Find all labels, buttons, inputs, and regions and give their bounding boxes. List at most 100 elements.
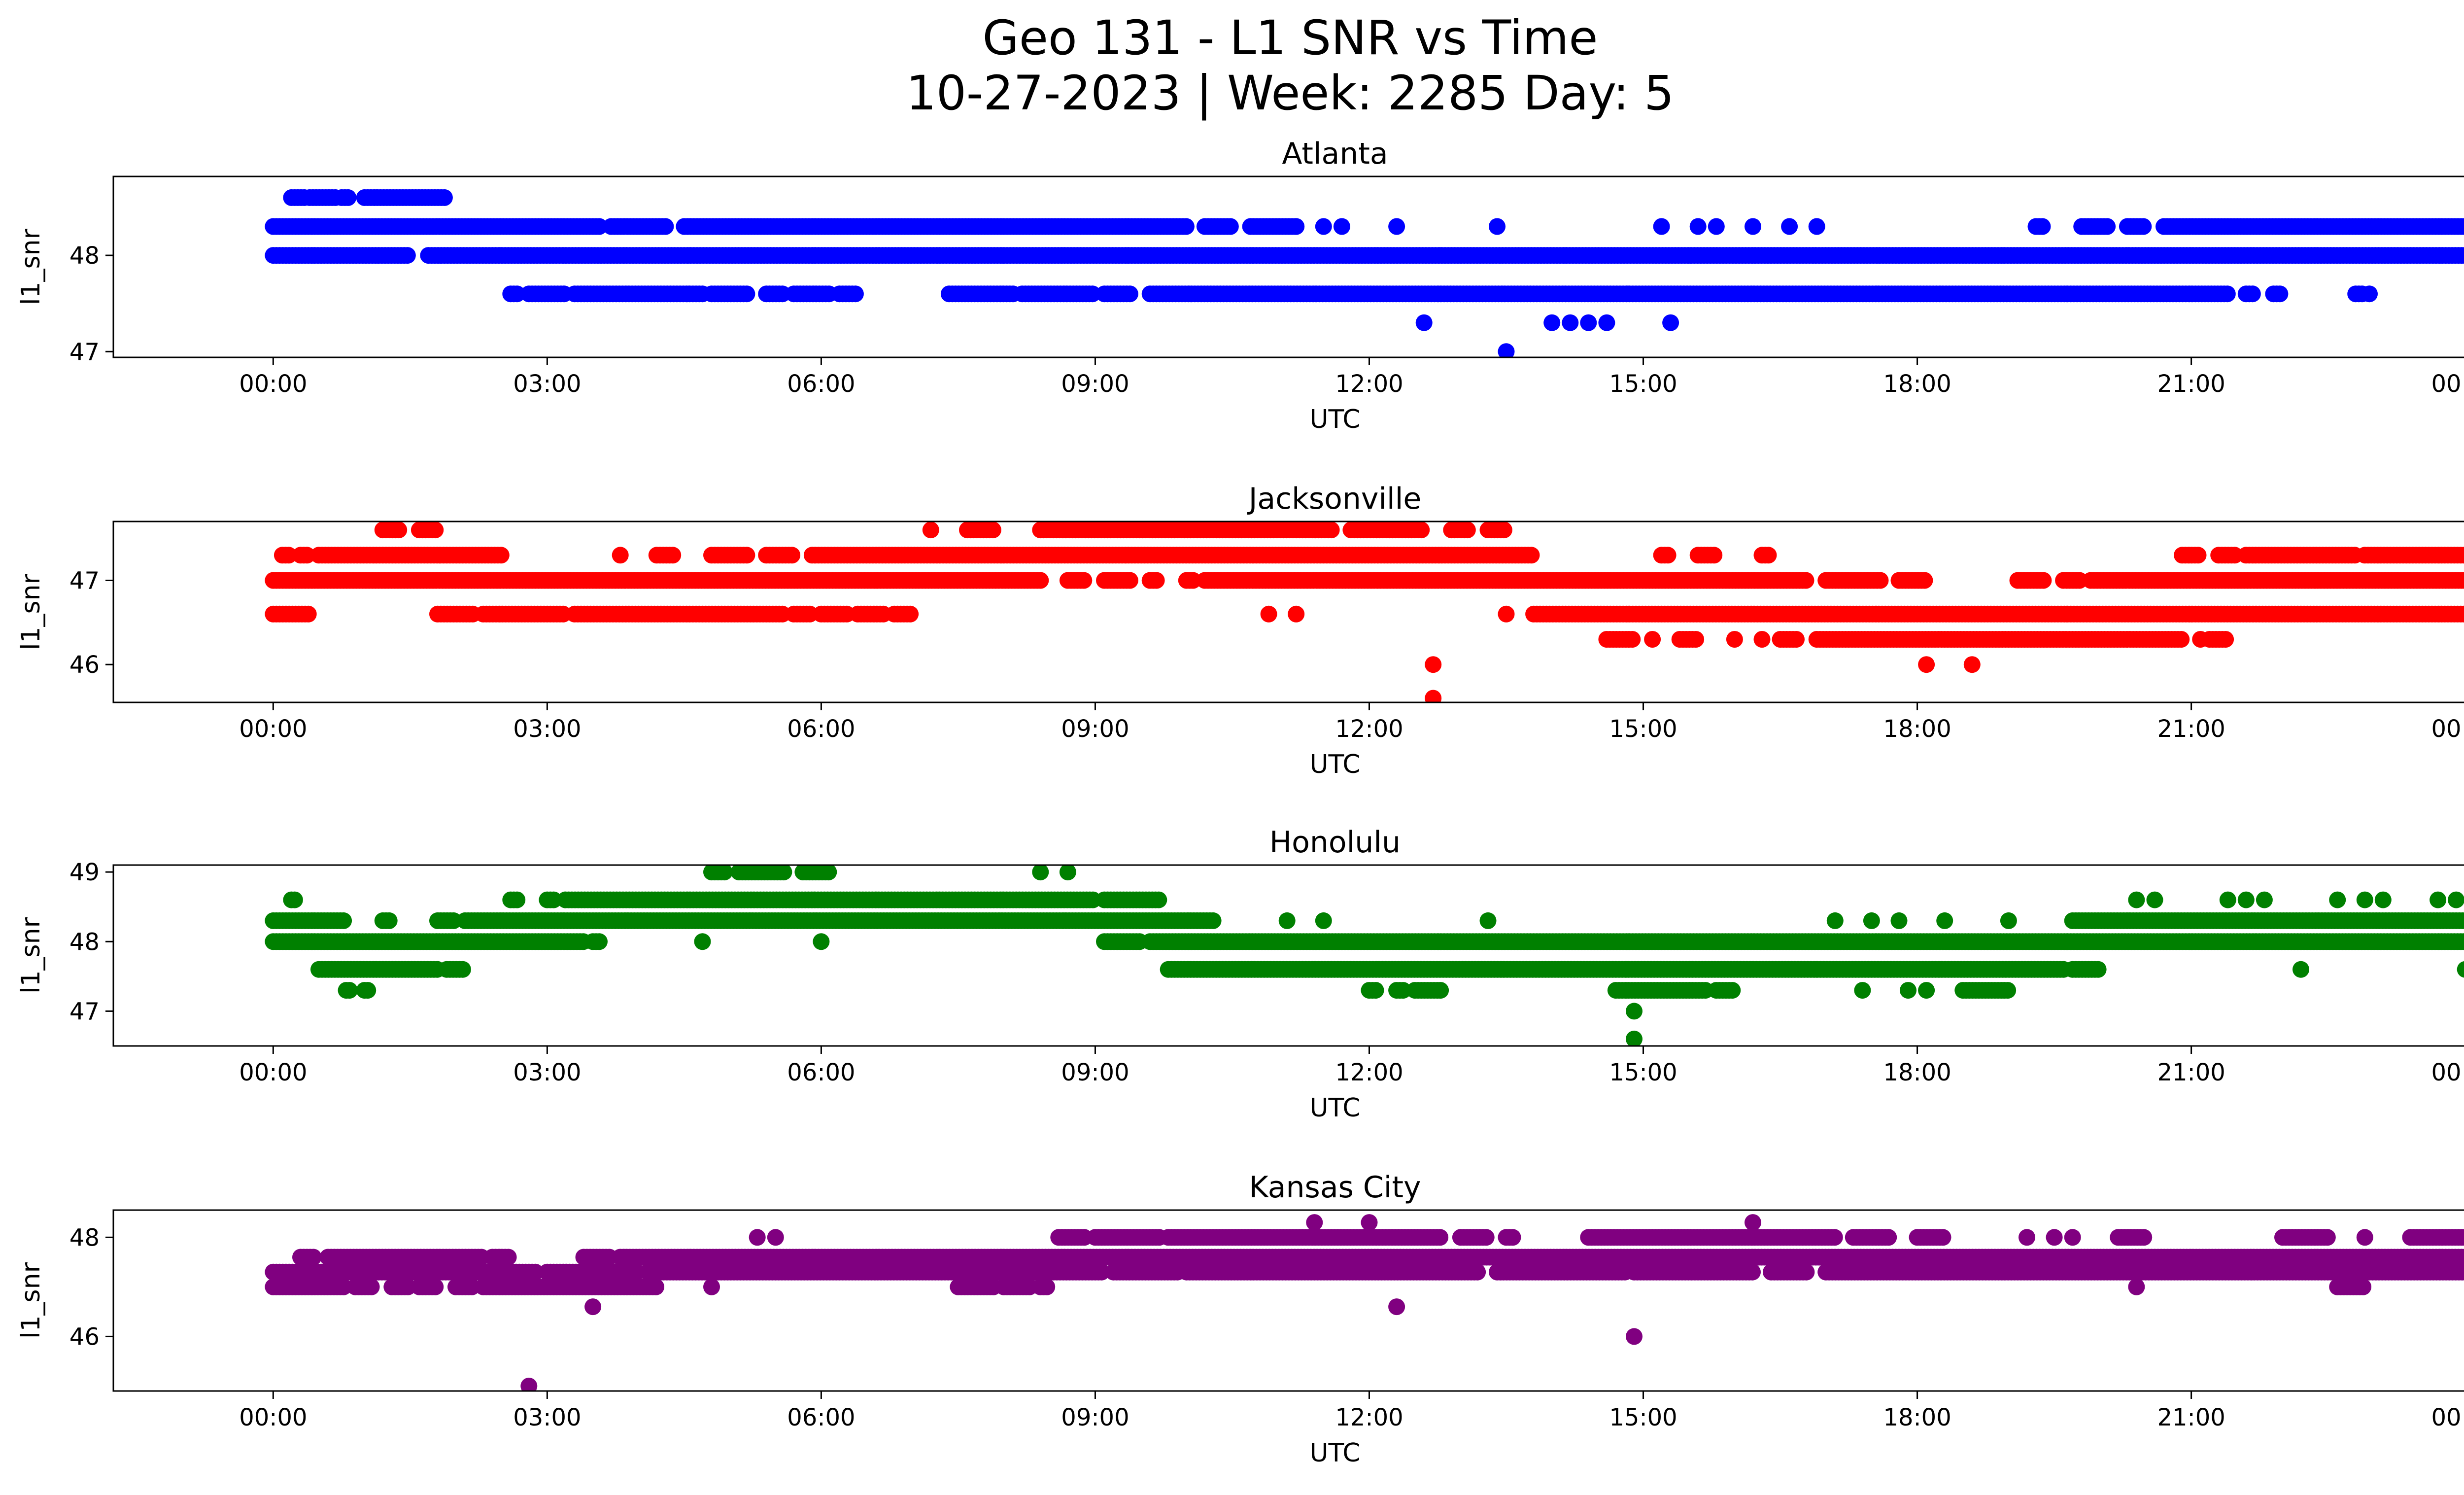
- data-point: [341, 982, 358, 999]
- data-point: [1726, 631, 1743, 648]
- data-point: [1333, 218, 1350, 235]
- data-point: [1075, 572, 1093, 589]
- data-point: [1788, 631, 1805, 648]
- x-tick-label: 06:00: [787, 715, 855, 743]
- x-tick-label: 12:00: [1335, 715, 1403, 743]
- data-point: [2190, 547, 2207, 564]
- data-point: [2034, 218, 2051, 235]
- data-point: [1204, 912, 1222, 929]
- x-axis-label: UTC: [1309, 405, 1360, 434]
- data-point: [454, 961, 471, 978]
- data-point: [738, 285, 755, 303]
- x-tick-label: 00:00: [2431, 715, 2464, 743]
- data-point: [591, 933, 608, 950]
- data-point: [300, 605, 317, 623]
- data-points: [265, 189, 2464, 357]
- data-point: [1644, 631, 1661, 648]
- data-point: [390, 522, 408, 539]
- data-point: [492, 547, 510, 564]
- data-point: [2456, 572, 2464, 589]
- data-point: [340, 189, 357, 206]
- data-point: [2455, 933, 2464, 950]
- subplot-title: Jacksonville: [1247, 482, 1422, 516]
- x-tick-label: 15:00: [1609, 715, 1677, 743]
- data-point: [984, 522, 1001, 539]
- plot-frame: [112, 521, 2464, 703]
- x-tick-label: 03:00: [513, 715, 581, 743]
- y-tick-label: 46: [69, 651, 100, 679]
- x-tick-label: 21:00: [2157, 715, 2225, 743]
- data-point: [2456, 218, 2464, 235]
- data-point: [1260, 605, 1277, 623]
- data-point: [286, 891, 303, 908]
- data-point: [545, 891, 562, 908]
- data-point: [1753, 631, 1771, 648]
- x-tick-label: 18:00: [1883, 370, 1951, 398]
- data-point: [427, 522, 444, 539]
- data-point: [1288, 605, 1305, 623]
- x-tick-label: 18:00: [1883, 715, 1951, 743]
- data-point: [1781, 218, 1798, 235]
- y-axis-label: l1_snr: [16, 573, 46, 650]
- data-point: [1523, 547, 1540, 564]
- data-point: [847, 285, 864, 303]
- data-point: [1624, 631, 1641, 648]
- plot-frame: [112, 175, 2464, 358]
- data-point: [1395, 982, 1412, 999]
- data-point: [399, 247, 416, 264]
- data-point: [657, 218, 674, 235]
- data-point: [664, 547, 682, 564]
- subplot-jacksonville: Jacksonville 00:00 03:00 06:00 09:00 12:00 15:…: [16, 482, 2464, 779]
- data-point: [1032, 572, 1049, 589]
- data-point: [2456, 247, 2464, 264]
- data-point: [902, 605, 919, 623]
- data-point: [1706, 547, 1723, 564]
- data-point: [1662, 314, 1679, 331]
- data-point: [436, 189, 453, 206]
- data-point: [1367, 982, 1384, 999]
- data-point: [1498, 605, 1515, 623]
- x-tick-label: 09:00: [1061, 370, 1129, 398]
- y-tick-label: 47: [69, 567, 100, 594]
- data-point: [2457, 606, 2464, 623]
- data-point: [1872, 572, 1889, 589]
- data-point: [509, 891, 526, 908]
- y-tick-label: 47: [69, 338, 100, 366]
- x-tick-label: 12:00: [1335, 370, 1403, 398]
- data-point: [922, 522, 939, 539]
- data-point: [2455, 547, 2464, 564]
- data-point: [1797, 572, 1814, 589]
- data-point: [1323, 522, 1340, 539]
- y-axis-label: l1_snr: [16, 228, 46, 305]
- data-point: [1808, 218, 1825, 235]
- subplot-title: Honolulu: [1269, 825, 1401, 860]
- data-point: [1177, 218, 1195, 235]
- data-point: [1148, 572, 1165, 589]
- data-point: [2219, 285, 2236, 303]
- data-point: [380, 912, 398, 929]
- data-point: [1415, 314, 1433, 331]
- data-point: [2217, 631, 2234, 648]
- x-tick-label: 09:00: [1061, 715, 1129, 743]
- data-points: [265, 865, 2464, 1046]
- data-point: [784, 547, 801, 564]
- data-point: [1084, 285, 1101, 303]
- x-tick-label: 15:00: [1609, 370, 1677, 398]
- data-point: [1184, 572, 1201, 589]
- data-point: [335, 912, 352, 929]
- data-point: [1708, 218, 1725, 235]
- data-point: [280, 547, 297, 564]
- data-point: [1315, 218, 1332, 235]
- data-point: [2135, 218, 2152, 235]
- x-tick-label: 21:00: [2157, 370, 2225, 398]
- data-point: [1760, 547, 1777, 564]
- figure-title-line2: 10-27-2023 | Week: 2285 Day: 5: [906, 66, 1675, 121]
- data-point: [591, 218, 608, 235]
- data-point: [1495, 522, 1512, 539]
- data-point: [1121, 285, 1138, 303]
- subplots: Atlanta 00:00 03:00 06:00 09:00 12:00 15:00 18:…: [16, 137, 2464, 1468]
- data-point: [359, 982, 376, 999]
- data-point: [1489, 218, 1506, 235]
- subplot-title: Atlanta: [1282, 137, 1388, 171]
